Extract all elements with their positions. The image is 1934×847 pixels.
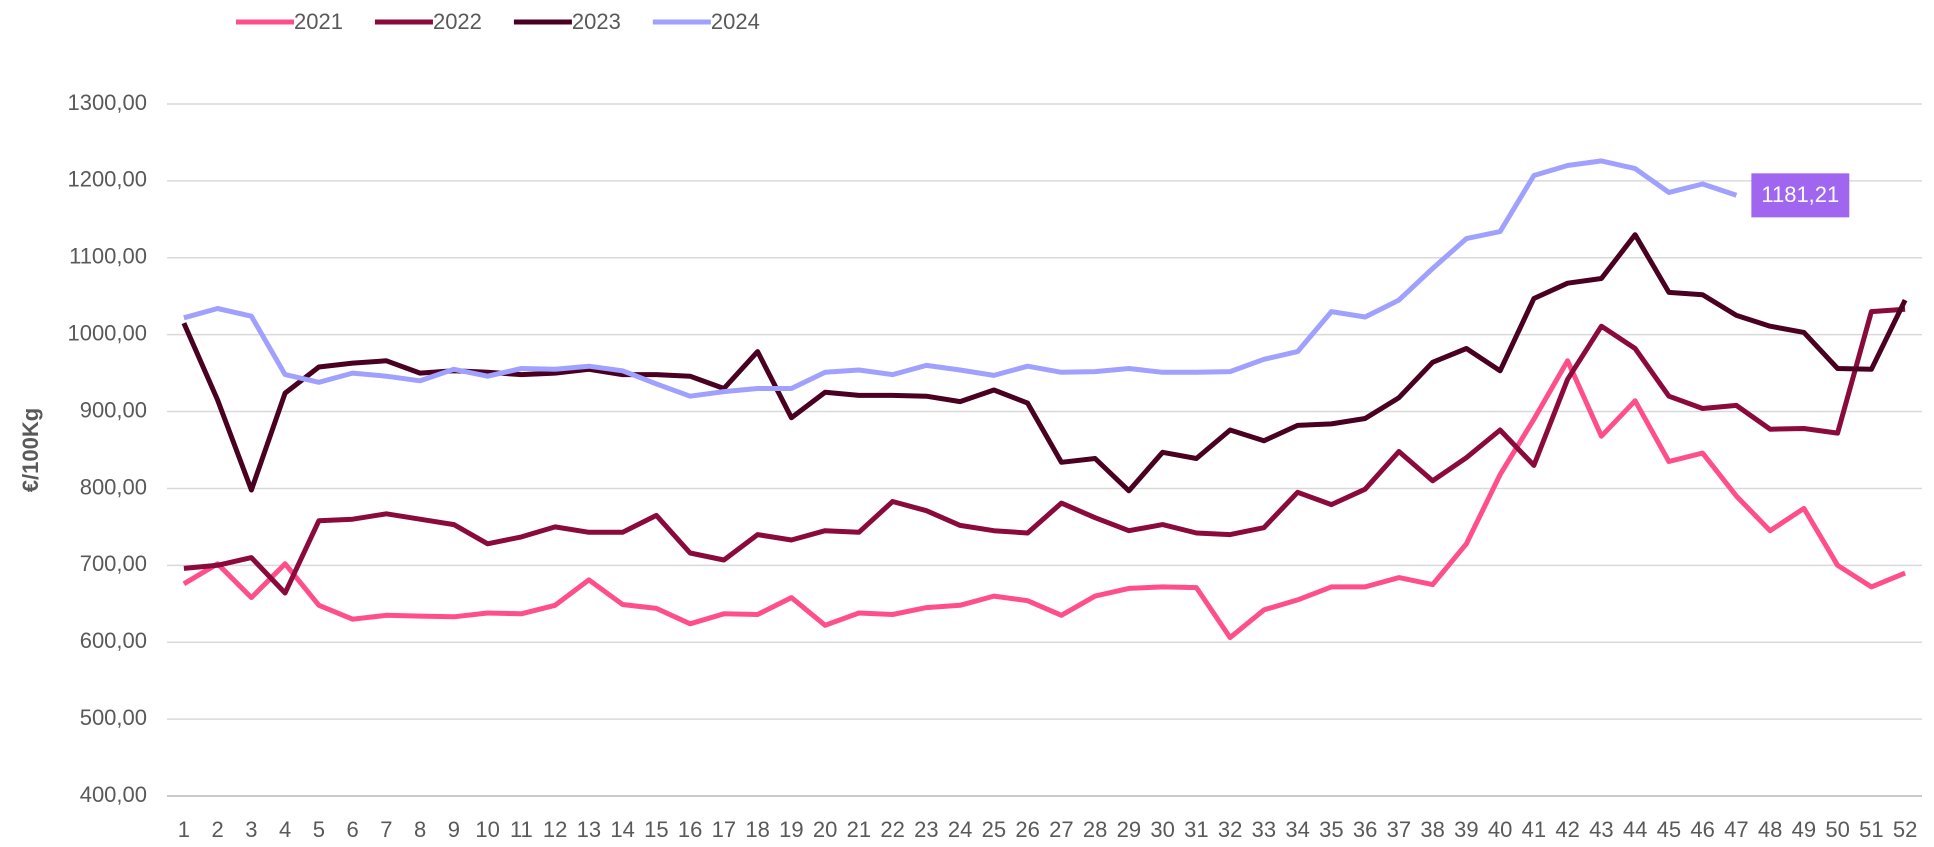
x-tick-label: 50 <box>1825 817 1849 842</box>
y-tick-label: 500,00 <box>80 705 147 730</box>
x-tick-label: 52 <box>1893 817 1917 842</box>
x-tick-label: 8 <box>414 817 426 842</box>
x-tick-label: 43 <box>1589 817 1613 842</box>
x-tick-label: 51 <box>1859 817 1883 842</box>
x-tick-label: 34 <box>1285 817 1309 842</box>
x-tick-label: 30 <box>1150 817 1174 842</box>
y-axis-label: €/100Kg <box>18 408 43 492</box>
x-tick-label: 7 <box>380 817 392 842</box>
x-tick-label: 39 <box>1454 817 1478 842</box>
x-tick-label: 29 <box>1117 817 1141 842</box>
x-tick-label: 22 <box>880 817 904 842</box>
x-tick-label: 28 <box>1083 817 1107 842</box>
x-tick-label: 25 <box>982 817 1006 842</box>
x-tick-label: 44 <box>1623 817 1647 842</box>
x-tick-label: 48 <box>1758 817 1782 842</box>
x-tick-label: 18 <box>745 817 769 842</box>
x-tick-label: 14 <box>610 817 634 842</box>
data-label-text: 1181,21 <box>1761 182 1839 207</box>
legend-label: 2021 <box>294 9 343 34</box>
y-tick-label: 400,00 <box>80 782 147 807</box>
line-series <box>182 358 1907 641</box>
x-tick-label: 31 <box>1184 817 1208 842</box>
x-tick-label: 13 <box>577 817 601 842</box>
x-tick-label: 21 <box>847 817 871 842</box>
y-tick-label: 700,00 <box>80 551 147 576</box>
x-tick-label: 1 <box>178 817 190 842</box>
x-tick-label: 6 <box>347 817 359 842</box>
data-label: 1181,21 <box>1751 173 1850 218</box>
y-tick-label: 1100,00 <box>69 244 147 269</box>
y-tick-label: 1000,00 <box>67 320 147 345</box>
y-tick-label: 600,00 <box>80 628 147 653</box>
x-tick-label: 47 <box>1724 817 1748 842</box>
y-tick-label: 1200,00 <box>67 167 147 192</box>
x-tick-label: 15 <box>644 817 668 842</box>
y-tick-label: 1300,00 <box>67 90 147 115</box>
x-tick-label: 19 <box>779 817 803 842</box>
legend-label: 2022 <box>433 9 482 34</box>
x-tick-label: 17 <box>712 817 736 842</box>
line-series <box>183 158 1738 399</box>
x-tick-label: 2 <box>212 817 224 842</box>
x-tick-label: 36 <box>1353 817 1377 842</box>
x-tick-label: 9 <box>448 817 460 842</box>
legend-label: 2023 <box>572 9 621 34</box>
line-series <box>183 306 1906 596</box>
y-tick-label: 900,00 <box>80 397 147 422</box>
x-tick-label: 40 <box>1488 817 1512 842</box>
x-tick-label: 11 <box>510 817 533 842</box>
x-tick-label: 27 <box>1049 817 1073 842</box>
x-tick-label: 33 <box>1252 817 1276 842</box>
x-tick-label: 35 <box>1319 817 1343 842</box>
y-tick-label: 800,00 <box>80 474 147 499</box>
x-tick-label: 32 <box>1218 817 1242 842</box>
x-tick-label: 3 <box>245 817 257 842</box>
x-tick-label: 23 <box>914 817 938 842</box>
legend-label: 2024 <box>711 9 760 34</box>
x-tick-label: 4 <box>279 817 291 842</box>
x-tick-label: 16 <box>678 817 702 842</box>
x-tick-label: 41 <box>1522 817 1546 842</box>
x-tick-label: 49 <box>1792 817 1816 842</box>
x-tick-label: 26 <box>1015 817 1039 842</box>
x-tick-label: 38 <box>1420 817 1444 842</box>
x-tick-label: 5 <box>313 817 325 842</box>
x-tick-label: 37 <box>1387 817 1411 842</box>
x-tick-label: 10 <box>475 817 499 842</box>
x-tick-label: 46 <box>1690 817 1714 842</box>
x-tick-label: 45 <box>1657 817 1681 842</box>
x-tick-label: 24 <box>948 817 972 842</box>
data-label-box <box>1751 173 1850 218</box>
x-tick-label: 42 <box>1555 817 1579 842</box>
x-tick-label: 12 <box>543 817 567 842</box>
x-tick-label: 20 <box>813 817 837 842</box>
